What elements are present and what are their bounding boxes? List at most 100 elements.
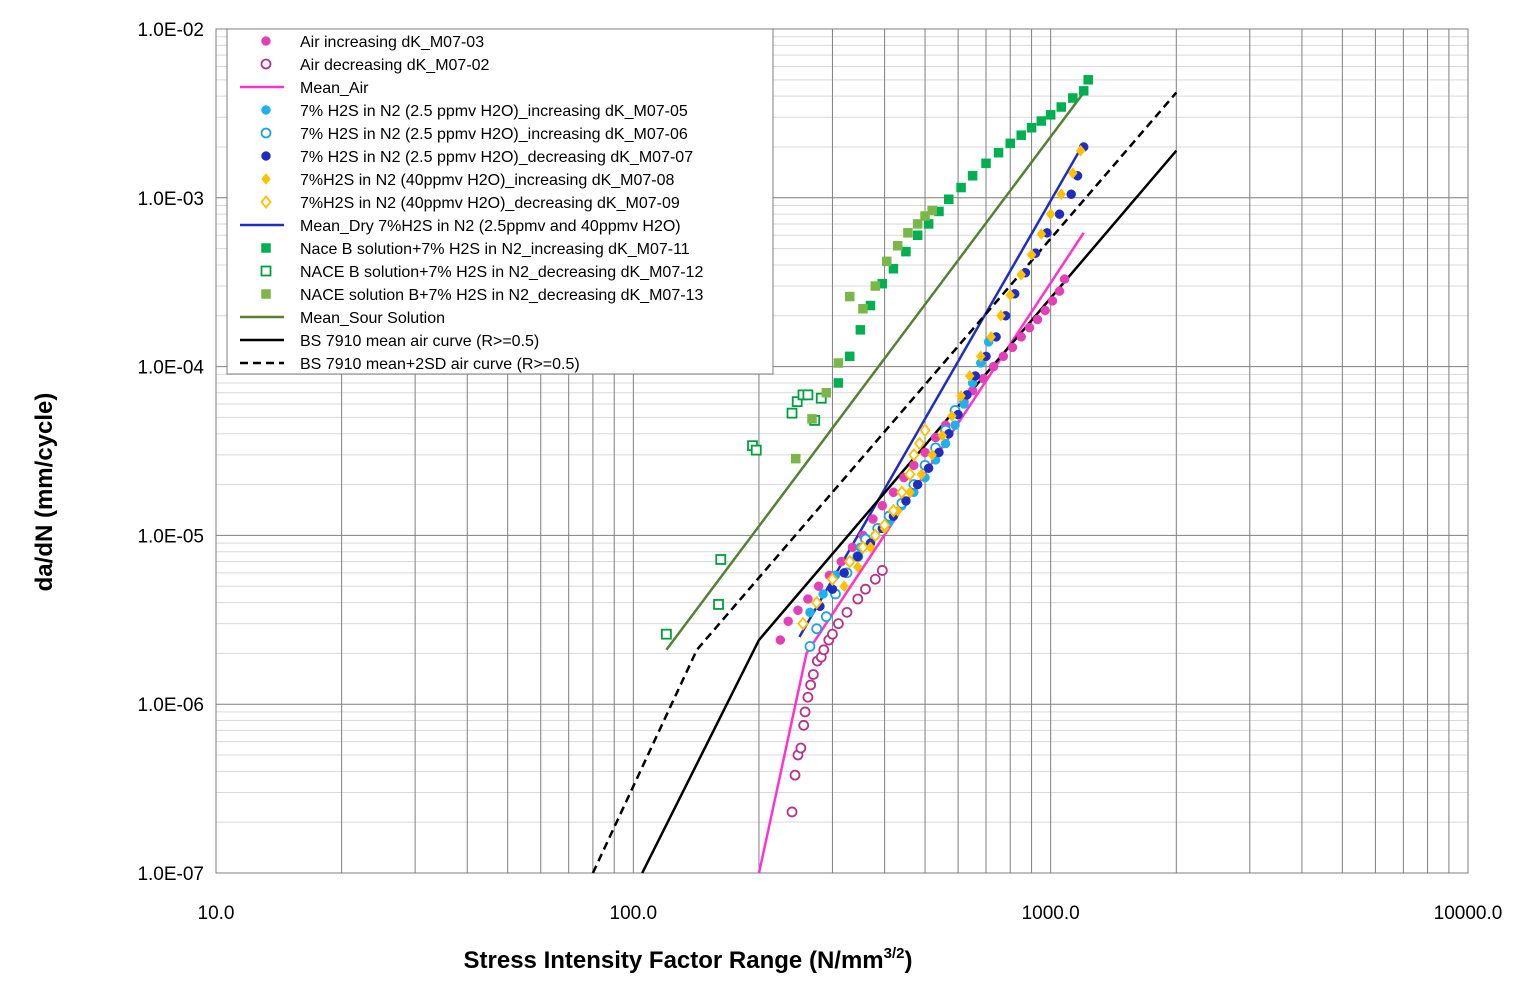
data-point-series-9 [967, 171, 978, 181]
x-tick-label: 1000.0 [1022, 903, 1080, 924]
y-tick-label: 1.0E-03 [137, 189, 204, 210]
data-point-series-9 [1068, 93, 1078, 103]
series-line-12 [665, 91, 1085, 651]
data-point-series-9 [1036, 116, 1047, 126]
data-point-series-7 [826, 572, 839, 587]
data-point-series-11 [833, 358, 844, 368]
data-point-series-1 [876, 565, 888, 576]
data-point-series-0 [783, 616, 793, 627]
legend-entry-label: 7%H2S in N2 (40ppmv H2O)_decreasing dK_M… [300, 195, 680, 212]
data-point-series-10 [786, 407, 798, 419]
x-tick-label: 100.0 [610, 903, 658, 924]
x-tick-label: 10.0 [198, 903, 235, 924]
data-point-series-1 [827, 628, 838, 640]
data-point-series-9 [833, 378, 844, 388]
data-point-series-10 [802, 389, 814, 401]
data-point-series-6 [927, 448, 937, 461]
legend-swatch-marker-3 [261, 105, 271, 115]
markers-layer [660, 75, 1093, 818]
data-point-series-9 [993, 147, 1004, 158]
data-point-series-7 [913, 436, 926, 451]
data-point-series-1 [852, 593, 864, 605]
data-point-series-7 [811, 595, 823, 610]
data-point-series-0 [847, 542, 858, 553]
series-line-8 [798, 142, 1085, 638]
data-point-series-11 [903, 228, 913, 238]
data-point-series-6 [916, 468, 927, 481]
legend-entry-label: BS 7910 mean+2SD air curve (R>=0.5) [300, 356, 580, 373]
data-point-series-1 [818, 644, 830, 656]
legend-entry-label: Nace B solution+7% H2S in N2_increasing … [300, 241, 690, 258]
data-point-series-7 [857, 540, 869, 555]
data-point-series-7 [797, 616, 809, 631]
data-point-series-1 [807, 669, 819, 680]
data-point-series-6 [1036, 228, 1047, 240]
series-line-14 [591, 91, 1178, 874]
legend-entry-label: Air increasing dK_M07-03 [300, 34, 484, 51]
data-point-series-1 [802, 691, 814, 703]
data-point-series-7 [887, 503, 900, 518]
data-point-series-0 [1016, 332, 1026, 342]
legend-swatch-marker-0 [261, 36, 271, 46]
data-point-series-6 [1026, 248, 1037, 261]
data-point-series-11 [821, 387, 832, 398]
data-point-series-0 [1032, 314, 1043, 325]
data-point-series-6 [964, 370, 975, 382]
lines-layer [591, 91, 1178, 874]
data-point-series-7 [869, 528, 881, 543]
data-point-series-9 [1083, 75, 1093, 85]
y-tick-label: 1.0E-02 [137, 20, 204, 41]
data-point-series-11 [912, 219, 923, 229]
data-point-series-9 [844, 351, 855, 362]
legend-entry-label: 7%H2S in N2 (40ppmv H2O)_increasing dK_M… [300, 172, 675, 189]
data-point-series-5 [901, 496, 911, 506]
data-point-series-9 [944, 194, 954, 205]
data-point-series-4 [811, 623, 823, 635]
data-point-series-6 [1045, 208, 1056, 221]
data-point-series-10 [660, 628, 672, 640]
legend-swatch-marker-9 [261, 243, 271, 253]
data-point-series-11 [807, 414, 817, 424]
data-point-series-6 [937, 429, 948, 442]
legend-swatch-marker-10 [260, 265, 272, 277]
x-axis-title: Stress Intensity Factor Range (N/mm3/2) [464, 945, 913, 974]
y-axis-title: da/dN (mm/cycle) [31, 393, 58, 592]
data-point-series-7 [878, 518, 891, 533]
ticks-layer: 10.0 100.0 1000.0 10000.0 1.0E-07 1.0E-06 1.0E… [137, 20, 1502, 924]
legend-entry-label: Mean_Sour Solution [300, 310, 445, 327]
data-point-series-5 [923, 463, 934, 473]
data-point-series-5 [1054, 209, 1065, 219]
data-point-series-11 [927, 205, 937, 216]
series-line-2 [757, 232, 1085, 874]
data-point-series-9 [956, 182, 966, 193]
legend: Air increasing dK_M07-03 Air decreasing d… [226, 28, 774, 375]
data-point-series-9 [1026, 123, 1037, 133]
y-tick-label: 1.0E-05 [137, 526, 204, 547]
legend-entry-label: 7% H2S in N2 (2.5 ppmv H2O)_increasing d… [300, 126, 688, 143]
x-tick-label: 10000.0 [1434, 903, 1503, 924]
data-point-series-1 [860, 583, 871, 595]
data-point-series-7 [844, 554, 856, 569]
data-point-series-6 [947, 410, 957, 422]
data-point-series-9 [855, 325, 866, 335]
legend-entry-label: BS 7910 mean air curve (R>=0.5) [300, 333, 539, 350]
data-point-series-10 [791, 396, 803, 408]
data-point-series-0 [988, 361, 999, 372]
y-tick-label: 1.0E-04 [137, 358, 204, 379]
data-point-series-5 [853, 551, 863, 562]
data-point-series-6 [986, 330, 996, 343]
y-tick-label: 1.0E-06 [137, 695, 204, 716]
data-point-series-1 [798, 719, 810, 731]
data-point-series-11 [892, 240, 903, 251]
data-point-series-10 [815, 392, 827, 404]
data-point-series-0 [793, 605, 803, 616]
data-point-series-9 [1005, 138, 1015, 149]
data-point-series-5 [1066, 189, 1076, 199]
data-point-series-6 [852, 561, 863, 573]
data-point-series-10 [750, 444, 762, 456]
data-point-series-0 [813, 581, 824, 591]
data-point-series-7 [896, 485, 908, 500]
data-point-series-0 [1007, 342, 1018, 353]
